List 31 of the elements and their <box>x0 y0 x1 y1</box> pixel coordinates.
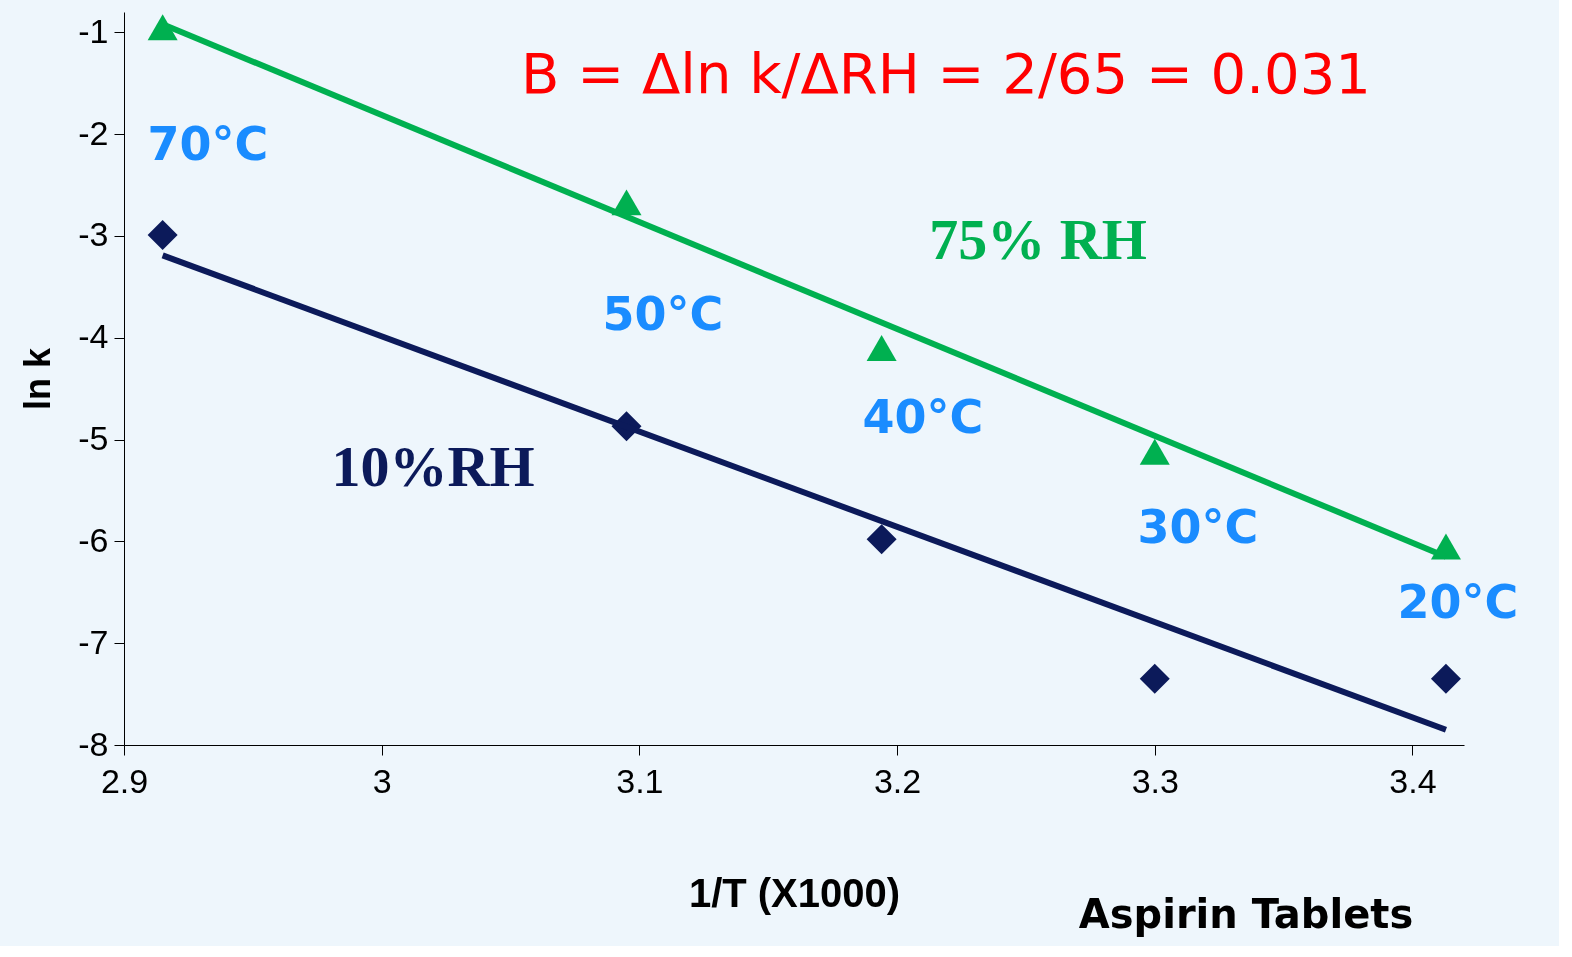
y-tick-label: -5 <box>78 419 109 458</box>
y-tick-label: -2 <box>78 113 109 152</box>
y-axis-title: ln k <box>17 347 59 411</box>
y-tick-label: -7 <box>78 622 109 661</box>
series-label: 10%RH <box>331 434 535 499</box>
annotation: 70°C <box>147 117 269 171</box>
y-tick-label: -8 <box>78 724 109 763</box>
text: Aspirin Tablets <box>1078 891 1414 937</box>
point <box>1139 663 1170 694</box>
point <box>866 524 897 555</box>
x-axis-title: 1/T (X1000) <box>688 870 901 915</box>
annotation: 30°C <box>1137 500 1259 554</box>
x-tick-label: 3.4 <box>1389 761 1437 800</box>
annotation: 40°C <box>862 390 984 444</box>
y-tick-label: -4 <box>78 317 109 356</box>
x-tick-label: 3.3 <box>1131 761 1179 800</box>
annotation: 50°C <box>602 287 724 341</box>
y-tick-label: -3 <box>78 215 109 254</box>
annotation: B = Δln k/ΔRH = 2/65 = 0.031 <box>521 41 1371 106</box>
y-tick-label: -1 <box>78 11 109 50</box>
point <box>1430 663 1461 694</box>
annotation: 20°C <box>1397 575 1519 629</box>
point <box>147 219 178 250</box>
point <box>866 334 897 361</box>
x-tick-label: 3.2 <box>873 761 922 800</box>
x-tick-label: 3.1 <box>616 761 664 800</box>
x-tick-label: 2.9 <box>100 761 149 800</box>
x-tick-label: 3 <box>372 761 392 800</box>
y-tick-label: -6 <box>78 520 109 559</box>
series-label: 75% RH <box>929 207 1147 272</box>
point <box>1139 438 1170 465</box>
